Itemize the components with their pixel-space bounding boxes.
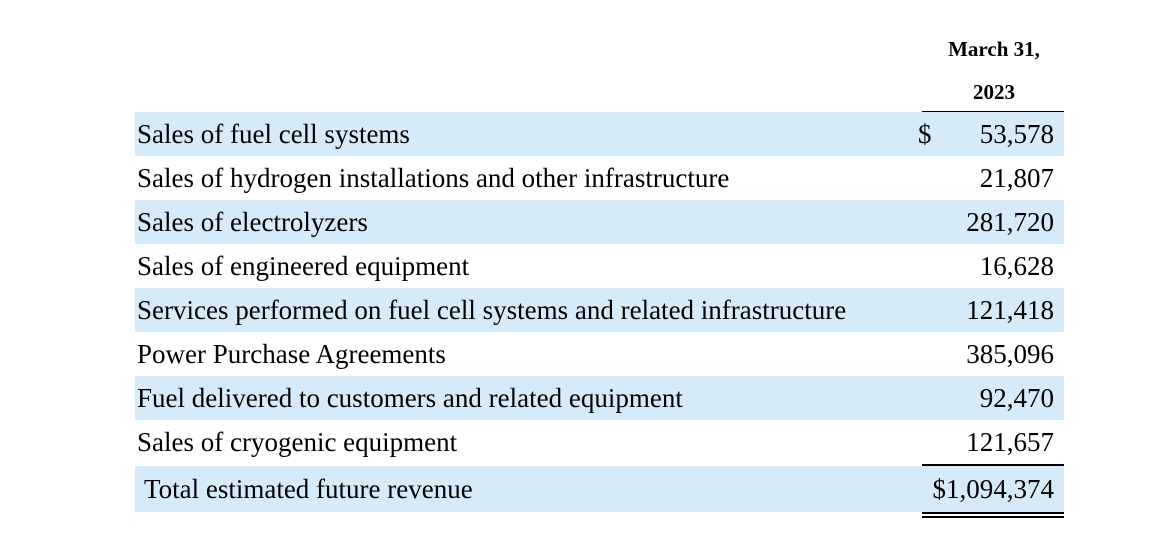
row-label: Sales of engineered equipment xyxy=(137,251,470,281)
total-label: Total estimated future revenue xyxy=(144,474,473,504)
row-value: 21,807 xyxy=(979,163,1054,193)
table-row: Sales of engineered equipment 16,628 xyxy=(135,244,1064,288)
row-label: Power Purchase Agreements xyxy=(137,339,446,369)
row-value: 281,720 xyxy=(966,207,1054,237)
table-row: Sales of hydrogen installations and othe… xyxy=(135,156,1064,200)
column-header-month: March 31, xyxy=(948,37,1040,61)
table-row: Sales of electrolyzers 281,720 xyxy=(135,200,1064,244)
row-value: 121,418 xyxy=(966,295,1054,325)
table-row: Fuel delivered to customers and related … xyxy=(135,376,1064,420)
row-value: 53,578 xyxy=(979,119,1054,149)
row-label: Sales of hydrogen installations and othe… xyxy=(137,163,730,193)
row-value: 16,628 xyxy=(979,251,1054,281)
total-row: Total estimated future revenue $1,094,37… xyxy=(135,466,1064,512)
row-label: Sales of fuel cell systems xyxy=(137,119,410,149)
table-row: Sales of fuel cell systems $ 53,578 xyxy=(135,112,1064,156)
total-value: $1,094,374 xyxy=(932,474,1055,504)
row-label: Services performed on fuel cell systems … xyxy=(137,295,847,325)
currency-symbol: $ xyxy=(918,119,932,149)
row-value: 92,470 xyxy=(979,383,1054,413)
column-header-year: 2023 xyxy=(973,80,1015,104)
row-value: 385,096 xyxy=(966,339,1054,369)
row-label: Sales of cryogenic equipment xyxy=(137,427,458,457)
total-double-rule-upper xyxy=(922,512,1064,514)
row-value: 121,657 xyxy=(966,427,1054,457)
total-top-rule xyxy=(922,464,1064,466)
row-label: Sales of electrolyzers xyxy=(137,207,368,237)
row-label: Fuel delivered to customers and related … xyxy=(137,383,683,413)
table-row: Sales of cryogenic equipment 121,657 xyxy=(135,420,1064,464)
table-row: Services performed on fuel cell systems … xyxy=(135,288,1064,332)
table-row: Power Purchase Agreements 385,096 xyxy=(135,332,1064,376)
total-double-rule-lower xyxy=(922,516,1064,518)
